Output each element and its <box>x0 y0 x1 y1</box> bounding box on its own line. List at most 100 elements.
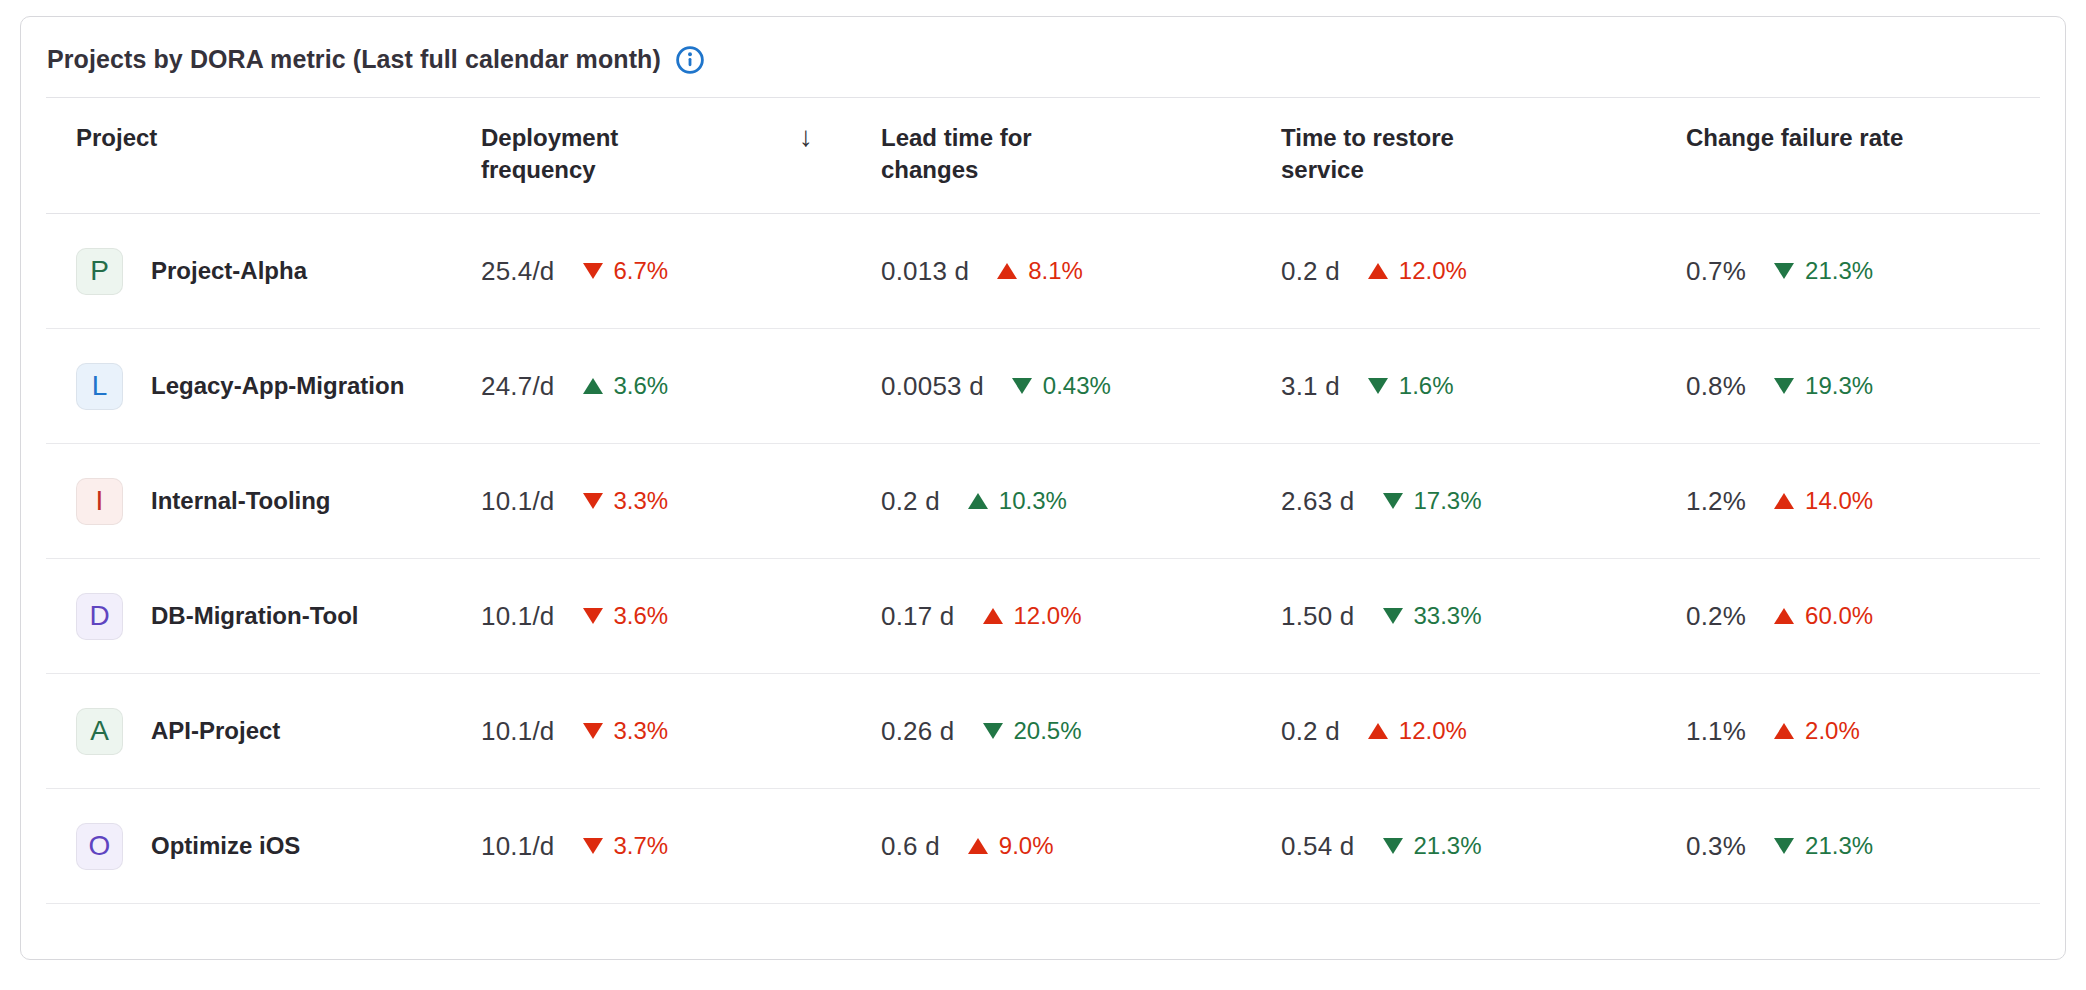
table-row[interactable]: P Project-Alpha 25.4/d 6.7% 0.013 d 8.1%… <box>46 214 2040 329</box>
trend-delta: 20.5% <box>983 717 1082 745</box>
trend-arrow-icon <box>1774 723 1794 739</box>
trend-delta: 6.7% <box>583 257 669 285</box>
trend-delta: 2.0% <box>1774 717 1860 745</box>
project-cell: I Internal-Tooling <box>46 478 481 525</box>
deployment-frequency-cell: 24.7/d 3.6% <box>481 371 881 402</box>
table-row[interactable]: D DB-Migration-Tool 10.1/d 3.6% 0.17 d 1… <box>46 559 2040 674</box>
trend-delta: 12.0% <box>983 602 1082 630</box>
trend-arrow-icon <box>1383 493 1403 509</box>
project-name-link[interactable]: API-Project <box>151 717 280 745</box>
delta-value: 3.6% <box>614 602 669 630</box>
delta-value: 17.3% <box>1414 487 1482 515</box>
delta-value: 14.0% <box>1805 487 1873 515</box>
delta-value: 0.43% <box>1043 372 1111 400</box>
trend-arrow-icon <box>1774 378 1794 394</box>
delta-value: 20.5% <box>1014 717 1082 745</box>
table-row[interactable]: A API-Project 10.1/d 3.3% 0.26 d 20.5% 0… <box>46 674 2040 789</box>
project-name-link[interactable]: Optimize iOS <box>151 832 300 860</box>
delta-value: 2.0% <box>1805 717 1860 745</box>
trend-delta: 3.6% <box>583 372 669 400</box>
trend-delta: 3.3% <box>583 717 669 745</box>
delta-value: 12.0% <box>1399 257 1467 285</box>
trend-arrow-icon <box>1012 378 1032 394</box>
metric-value: 0.0053 d <box>881 371 984 402</box>
project-name-link[interactable]: Legacy-App-Migration <box>151 372 404 400</box>
table-row[interactable]: L Legacy-App-Migration 24.7/d 3.6% 0.005… <box>46 329 2040 444</box>
card-header: Projects by DORA metric (Last full calen… <box>21 17 2065 75</box>
change-failure-rate-cell: 1.1% 2.0% <box>1686 716 2040 747</box>
column-header-project[interactable]: Project <box>46 122 481 154</box>
metric-value: 10.1/d <box>481 831 555 862</box>
dora-metrics-table: Project Deployment frequency ↓ Lead time… <box>46 98 2040 904</box>
time-to-restore-cell: 2.63 d 17.3% <box>1281 486 1686 517</box>
delta-value: 9.0% <box>999 832 1054 860</box>
delta-value: 60.0% <box>1805 602 1873 630</box>
change-failure-rate-cell: 0.7% 21.3% <box>1686 256 2040 287</box>
column-header-lead-time[interactable]: Lead time for changes <box>881 122 1281 185</box>
trend-arrow-icon <box>1774 838 1794 854</box>
delta-value: 19.3% <box>1805 372 1873 400</box>
trend-arrow-icon <box>1368 263 1388 279</box>
trend-arrow-icon <box>983 723 1003 739</box>
project-avatar: O <box>76 823 123 870</box>
metric-value: 0.2% <box>1686 601 1746 632</box>
delta-value: 8.1% <box>1028 257 1083 285</box>
project-name-link[interactable]: Internal-Tooling <box>151 487 331 515</box>
trend-arrow-icon <box>1774 608 1794 624</box>
trend-arrow-icon <box>583 263 603 279</box>
trend-arrow-icon <box>583 723 603 739</box>
column-header-deployment-frequency[interactable]: Deployment frequency ↓ <box>481 122 881 185</box>
delta-value: 33.3% <box>1414 602 1482 630</box>
deployment-frequency-cell: 10.1/d 3.3% <box>481 716 881 747</box>
metric-value: 1.2% <box>1686 486 1746 517</box>
table-body: P Project-Alpha 25.4/d 6.7% 0.013 d 8.1%… <box>46 214 2040 904</box>
metric-value: 0.2 d <box>1281 716 1340 747</box>
trend-delta: 3.7% <box>583 832 669 860</box>
sort-descending-icon[interactable]: ↓ <box>799 122 813 185</box>
table-row[interactable]: I Internal-Tooling 10.1/d 3.3% 0.2 d 10.… <box>46 444 2040 559</box>
metric-value: 0.26 d <box>881 716 955 747</box>
column-header-time-to-restore[interactable]: Time to restore service <box>1281 122 1686 185</box>
project-avatar: L <box>76 363 123 410</box>
info-icon[interactable] <box>675 45 705 75</box>
time-to-restore-cell: 0.54 d 21.3% <box>1281 831 1686 862</box>
trend-delta: 33.3% <box>1383 602 1482 630</box>
deployment-frequency-cell: 10.1/d 3.7% <box>481 831 881 862</box>
time-to-restore-cell: 3.1 d 1.6% <box>1281 371 1686 402</box>
project-name-link[interactable]: Project-Alpha <box>151 257 307 285</box>
project-avatar: P <box>76 248 123 295</box>
trend-delta: 3.3% <box>583 487 669 515</box>
card-title: Projects by DORA metric (Last full calen… <box>47 45 661 74</box>
delta-value: 3.6% <box>614 372 669 400</box>
trend-arrow-icon <box>583 378 603 394</box>
trend-delta: 12.0% <box>1368 257 1467 285</box>
trend-delta: 1.6% <box>1368 372 1454 400</box>
delta-value: 10.3% <box>999 487 1067 515</box>
trend-arrow-icon <box>983 608 1003 624</box>
delta-value: 1.6% <box>1399 372 1454 400</box>
delta-value: 6.7% <box>614 257 669 285</box>
metric-value: 24.7/d <box>481 371 555 402</box>
metric-value: 10.1/d <box>481 716 555 747</box>
lead-time-cell: 0.6 d 9.0% <box>881 831 1281 862</box>
trend-delta: 0.43% <box>1012 372 1111 400</box>
deployment-frequency-cell: 25.4/d 6.7% <box>481 256 881 287</box>
metric-value: 0.3% <box>1686 831 1746 862</box>
project-avatar: I <box>76 478 123 525</box>
trend-delta: 9.0% <box>968 832 1054 860</box>
lead-time-cell: 0.17 d 12.0% <box>881 601 1281 632</box>
table-row[interactable]: O Optimize iOS 10.1/d 3.7% 0.6 d 9.0% 0.… <box>46 789 2040 904</box>
metric-value: 10.1/d <box>481 601 555 632</box>
delta-value: 3.7% <box>614 832 669 860</box>
deployment-frequency-cell: 10.1/d 3.6% <box>481 601 881 632</box>
trend-arrow-icon <box>1368 378 1388 394</box>
time-to-restore-cell: 0.2 d 12.0% <box>1281 716 1686 747</box>
column-header-change-failure-rate[interactable]: Change failure rate <box>1686 122 2040 154</box>
delta-value: 12.0% <box>1014 602 1082 630</box>
metric-value: 1.1% <box>1686 716 1746 747</box>
project-name-link[interactable]: DB-Migration-Tool <box>151 602 359 630</box>
delta-value: 21.3% <box>1805 257 1873 285</box>
metric-value: 0.7% <box>1686 256 1746 287</box>
trend-delta: 17.3% <box>1383 487 1482 515</box>
change-failure-rate-cell: 0.2% 60.0% <box>1686 601 2040 632</box>
